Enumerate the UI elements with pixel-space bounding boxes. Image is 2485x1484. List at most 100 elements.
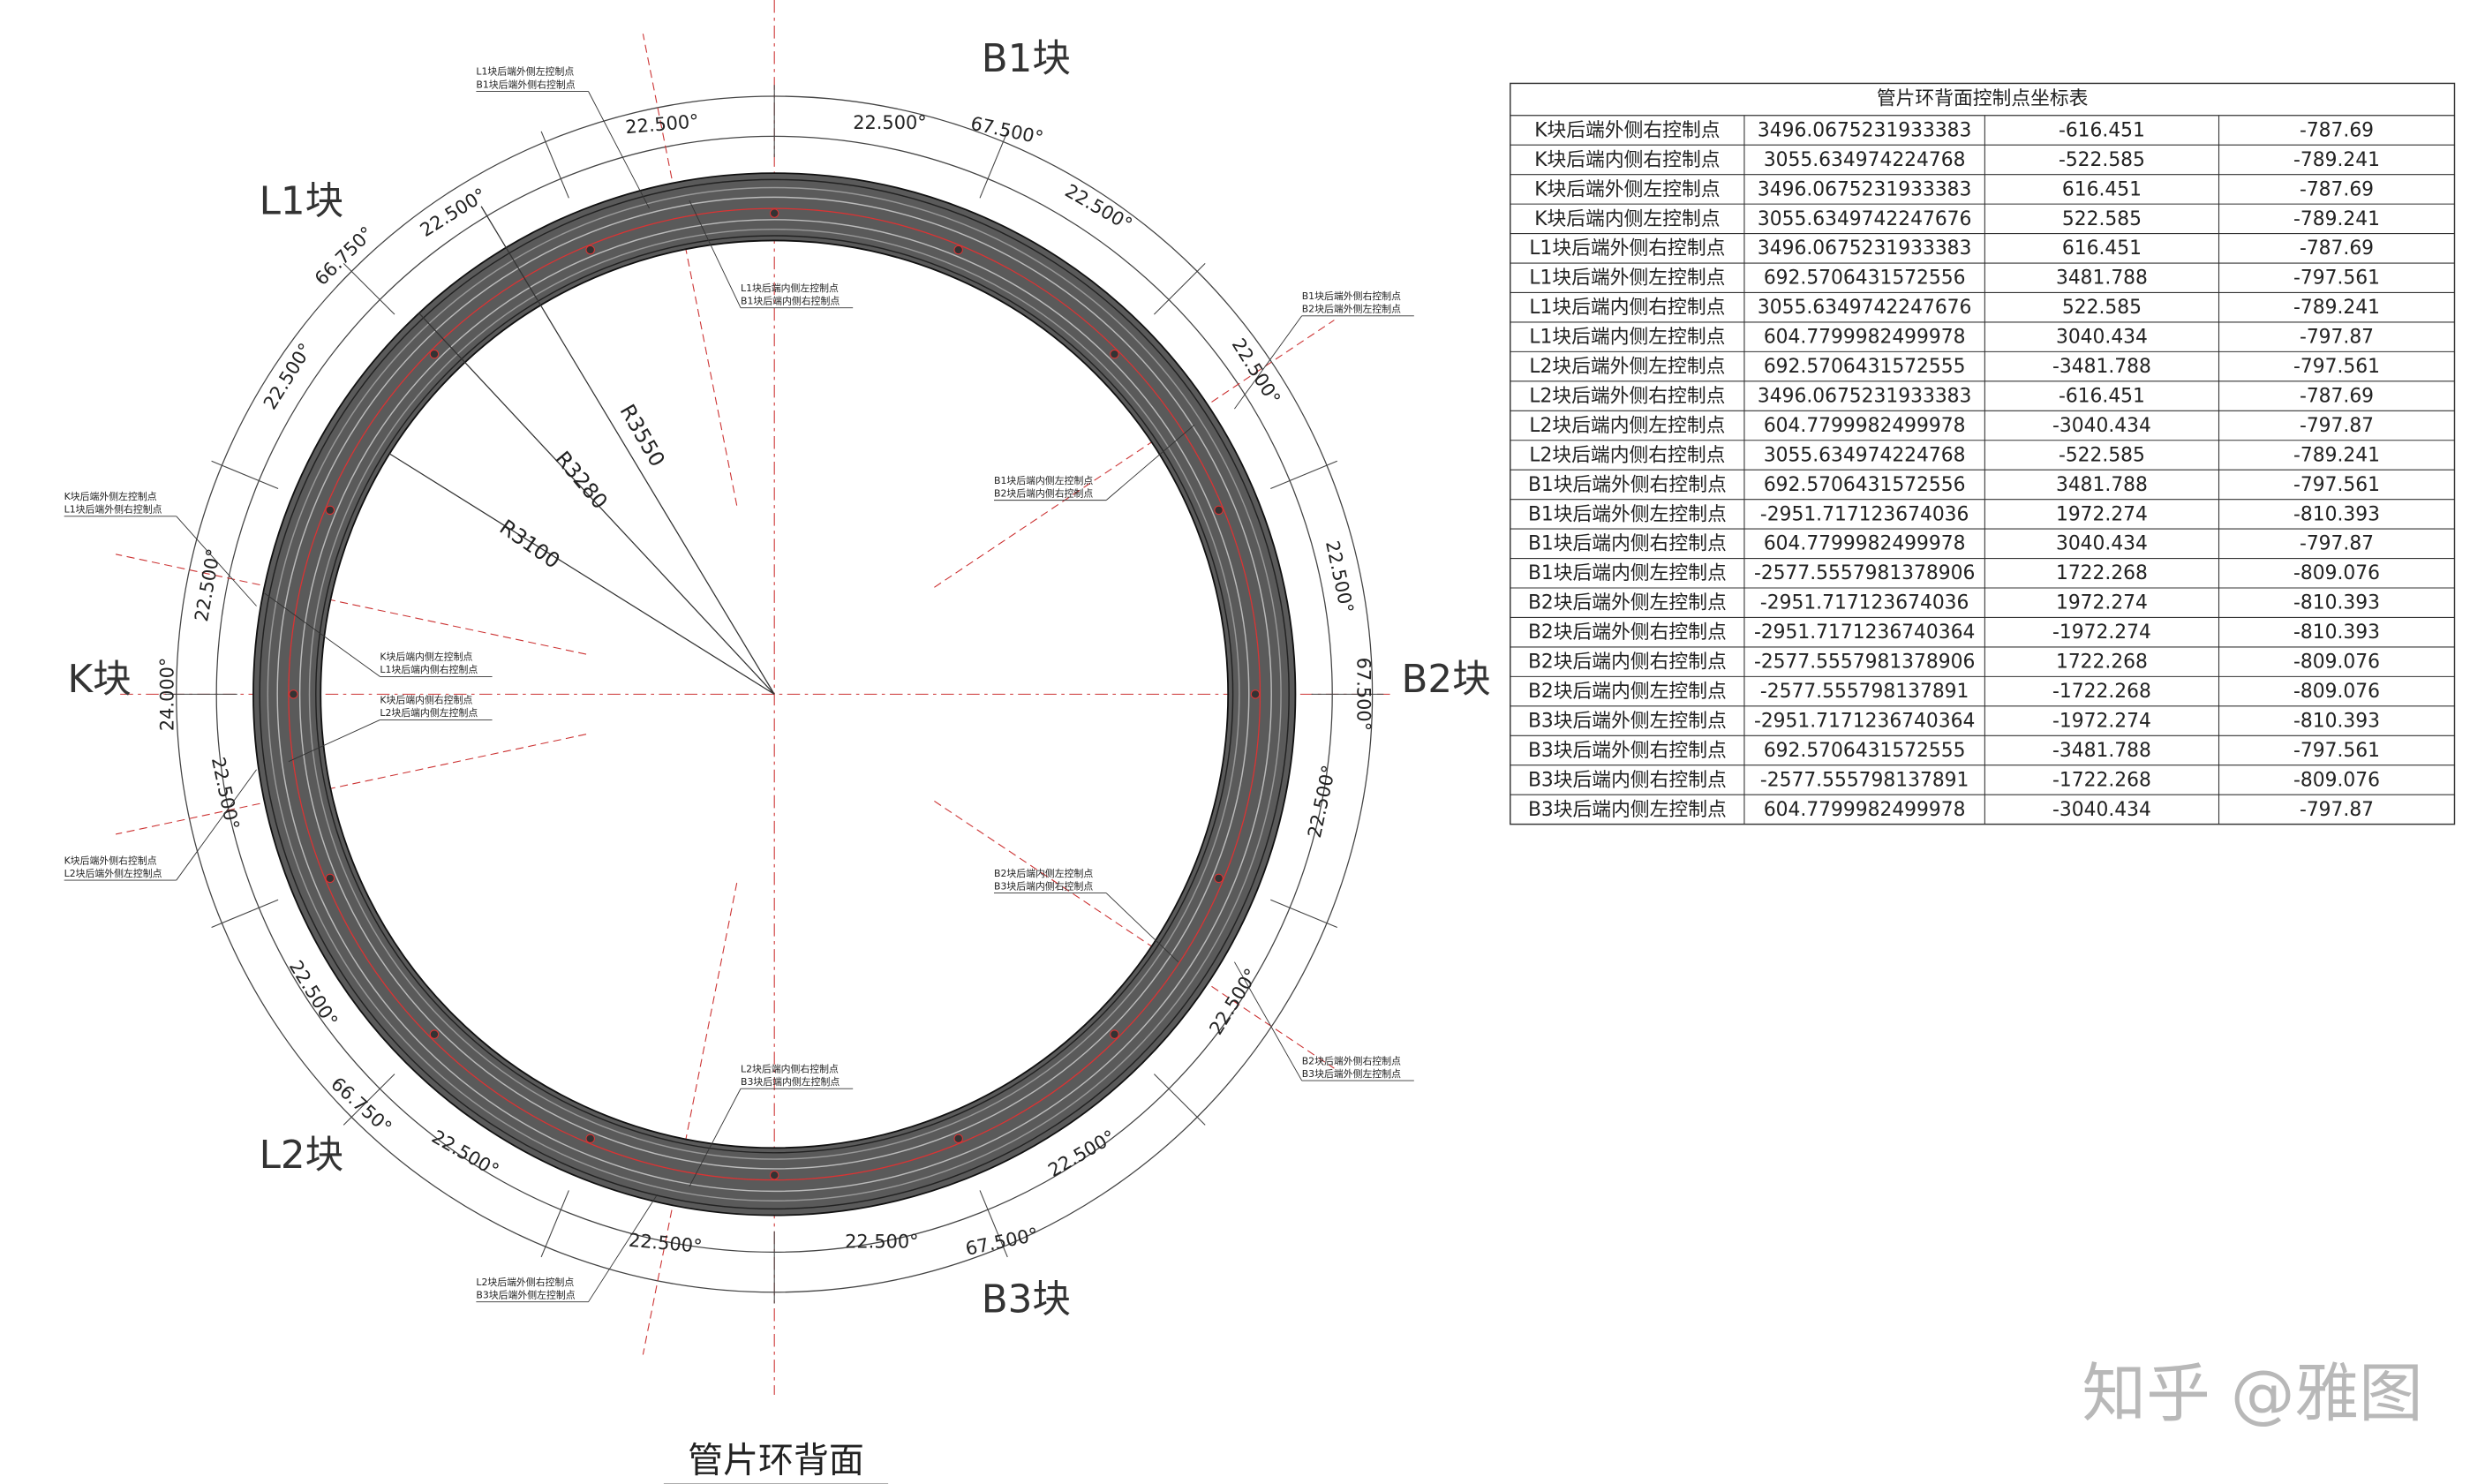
table-cell: -1972.274 bbox=[2052, 710, 2151, 732]
callout-label: B3块后端内侧右控制点 bbox=[994, 879, 1093, 892]
callout-leader bbox=[1105, 424, 1195, 501]
table-cell: 3055.634974224768 bbox=[1764, 444, 1966, 466]
radial-tick bbox=[343, 263, 395, 315]
radius-leader bbox=[480, 206, 775, 695]
block-boundary bbox=[642, 34, 738, 506]
table-cell: -809.076 bbox=[2293, 562, 2380, 584]
table-cell: K块后端外侧左控制点 bbox=[1534, 178, 1720, 200]
table-cell: 692.5706431572556 bbox=[1764, 267, 1966, 290]
table-cell: -1722.268 bbox=[2052, 769, 2151, 791]
table-cell: K块后端内侧右控制点 bbox=[1534, 149, 1720, 171]
table-cell: 3496.0675231933383 bbox=[1758, 119, 1972, 141]
table-cell: -3040.434 bbox=[2052, 415, 2151, 437]
table-cell: 1722.268 bbox=[2056, 652, 2148, 674]
table-cell: B1块后端内侧右控制点 bbox=[1528, 533, 1727, 555]
control-point bbox=[585, 245, 595, 255]
watermark: 知乎 @雅图 bbox=[2082, 1358, 2423, 1432]
callout-leader bbox=[588, 91, 650, 209]
table-cell: 604.7799982499978 bbox=[1764, 327, 1966, 349]
ring-edge bbox=[315, 235, 1234, 1154]
block-label: B3块 bbox=[982, 1278, 1071, 1322]
control-point bbox=[429, 1029, 440, 1039]
table-cell: -2951.717123674036 bbox=[1760, 503, 1969, 525]
block-boundary bbox=[642, 883, 738, 1355]
callout-label: L2块后端内侧右控制点 bbox=[741, 1062, 839, 1074]
control-point bbox=[769, 1170, 779, 1180]
table-cell: B3块后端内侧左控制点 bbox=[1528, 799, 1727, 821]
control-point bbox=[953, 245, 963, 255]
callout-leader bbox=[176, 769, 257, 881]
caption: 管片环背面 bbox=[688, 1440, 864, 1480]
table-cell: B3块后端内侧右控制点 bbox=[1528, 769, 1727, 791]
callout-leader bbox=[1234, 961, 1303, 1081]
control-point bbox=[1214, 873, 1224, 884]
ring-edge bbox=[298, 219, 1250, 1170]
table-cell: -787.69 bbox=[2300, 178, 2374, 200]
angle-label: 24.000° bbox=[157, 658, 178, 731]
table-cell: -810.393 bbox=[2293, 621, 2380, 644]
callout-leader bbox=[176, 516, 257, 606]
callout-label: B2块后端外侧左控制点 bbox=[1302, 303, 1401, 315]
radial-tick bbox=[979, 131, 1008, 199]
table-cell: B2块后端内侧左控制点 bbox=[1528, 681, 1727, 703]
table-cell: -3481.788 bbox=[2052, 356, 2151, 378]
control-point bbox=[429, 349, 440, 359]
callout-label: K块后端内侧右控制点 bbox=[380, 694, 472, 706]
segment-band bbox=[252, 172, 1297, 1217]
callout-label: B1块后端内侧右控制点 bbox=[741, 294, 840, 306]
radial-tick bbox=[1154, 1073, 1206, 1126]
table-cell: 3496.0675231933383 bbox=[1758, 237, 1972, 260]
table-cell: -2577.555798137891 bbox=[1760, 769, 1969, 791]
table-cell: L2块后端外侧右控制点 bbox=[1529, 385, 1725, 407]
table-cell: L1块后端外侧右控制点 bbox=[1529, 237, 1725, 260]
table-cell: -797.561 bbox=[2293, 356, 2380, 378]
callout-label: B1块后端外侧右控制点 bbox=[1302, 290, 1401, 302]
table-cell: -809.076 bbox=[2293, 681, 2380, 703]
control-point bbox=[289, 689, 298, 699]
table-cell: L2块后端内侧右控制点 bbox=[1529, 444, 1725, 466]
control-point bbox=[1250, 689, 1261, 699]
table-cell: B2块后端内侧右控制点 bbox=[1528, 652, 1727, 674]
table-cell: -797.561 bbox=[2293, 740, 2380, 762]
control-point bbox=[325, 873, 335, 884]
callout-leader bbox=[689, 200, 742, 308]
block-label: L1块 bbox=[260, 180, 344, 224]
table-cell: B1块后端外侧右控制点 bbox=[1528, 474, 1727, 496]
callout-leader bbox=[264, 592, 380, 677]
table-cell: -1972.274 bbox=[2052, 621, 2151, 644]
block-boundary bbox=[934, 801, 1335, 1069]
table-cell: 3481.788 bbox=[2056, 267, 2148, 290]
table-cell: -3481.788 bbox=[2052, 740, 2151, 762]
table-cell: 1972.274 bbox=[2056, 503, 2148, 525]
radial-tick bbox=[211, 899, 279, 928]
table-cell: -2577.5557981378906 bbox=[1754, 562, 1975, 584]
table-cell: -2951.717123674036 bbox=[1760, 592, 1969, 614]
table-cell: 604.7799982499978 bbox=[1764, 415, 1966, 437]
table-cell: -797.561 bbox=[2293, 267, 2380, 290]
table-cell: 3481.788 bbox=[2056, 474, 2148, 496]
table-cell: -1722.268 bbox=[2052, 681, 2151, 703]
callout-label: B2块后端内侧左控制点 bbox=[994, 867, 1093, 879]
callout-label: L2块后端外侧左控制点 bbox=[64, 867, 162, 879]
table-cell: -522.585 bbox=[2059, 149, 2145, 171]
angle-label: 22.500° bbox=[853, 112, 926, 133]
radial-tick bbox=[211, 460, 279, 490]
callout-label: B3块后端外侧左控制点 bbox=[476, 1288, 575, 1300]
table-cell: -797.87 bbox=[2300, 327, 2374, 349]
table-cell: -3040.434 bbox=[2052, 799, 2151, 821]
table-cell: L2块后端外侧左控制点 bbox=[1529, 356, 1725, 378]
callout-leader bbox=[689, 1088, 742, 1187]
table-border bbox=[1510, 82, 2456, 825]
table-cell: -787.69 bbox=[2300, 385, 2374, 407]
table-cell: B1块后端外侧左控制点 bbox=[1528, 503, 1727, 525]
radial-tick bbox=[1154, 263, 1206, 315]
table-cell: 3040.434 bbox=[2056, 533, 2148, 555]
radial-tick bbox=[1270, 460, 1337, 490]
radial-tick bbox=[1270, 899, 1337, 928]
table-cell: -2577.555798137891 bbox=[1760, 681, 1969, 703]
table-cell: 604.7799982499978 bbox=[1764, 799, 1966, 821]
callout-label: K块后端内侧左控制点 bbox=[380, 651, 472, 663]
table-cell: 692.5706431572555 bbox=[1764, 356, 1966, 378]
table-cell: -797.87 bbox=[2300, 415, 2374, 437]
table-cell: 1722.268 bbox=[2056, 562, 2148, 584]
